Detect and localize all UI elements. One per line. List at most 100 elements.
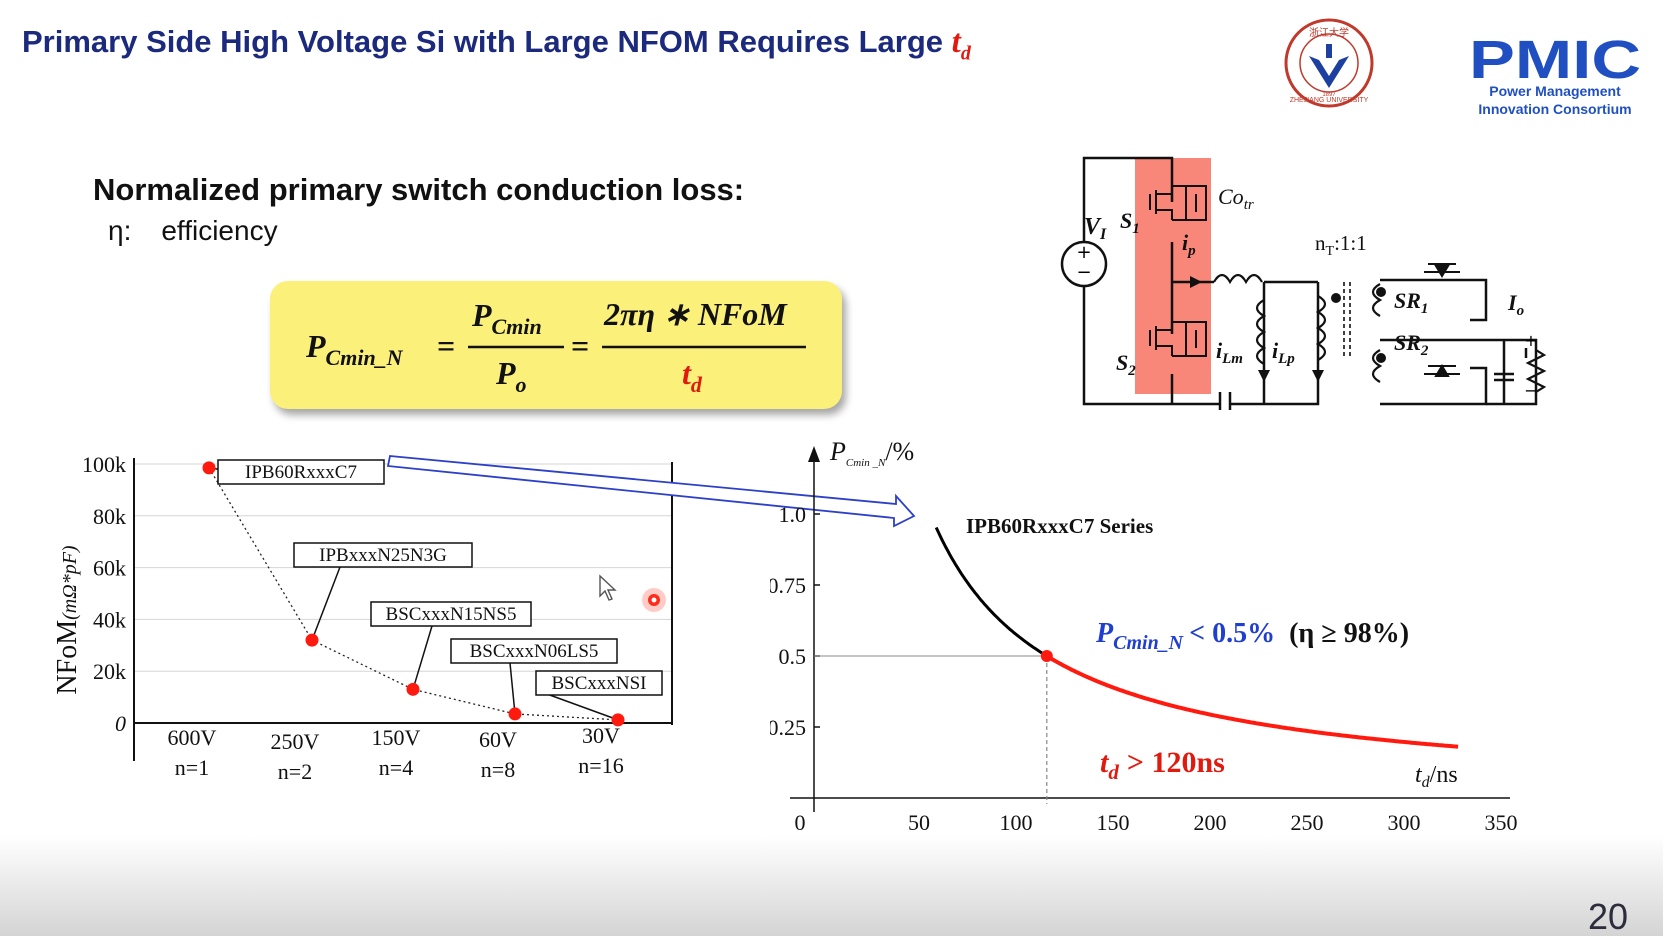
nfom-callout-label: IPB60RxxxC7 (245, 462, 357, 483)
nfom-callout-leader (311, 566, 341, 641)
pcmin-td-annotation: td > 120ns (1100, 746, 1225, 784)
pcmin-y-arrow-icon (808, 446, 820, 462)
formula-frac1-num: PCmin (471, 297, 542, 339)
label-turns-ratio: nT:1:1 (1315, 231, 1367, 259)
pcmin-x-tick-label: 50 (908, 810, 930, 835)
label-s1: S1 (1120, 208, 1140, 237)
pcmin-x-tick-label: 300 (1388, 810, 1421, 835)
page-number: 20 (1588, 896, 1629, 937)
nfom-callout-label: IPBxxxN25N3G (319, 545, 447, 566)
formula-eq1: = (437, 328, 455, 364)
nfom-x-tick-voltage: 600V (168, 725, 217, 750)
pcmin-y-tick-label: 0.75 (770, 573, 806, 598)
nfom-point (406, 682, 420, 696)
pcmin-x-ticks: 0 50 100 150 200 250 300 350 (795, 810, 1518, 835)
formula-box (270, 281, 842, 409)
eta-definition: η: efficiency (108, 215, 278, 247)
nfom-x-tick-voltage: 30V (582, 723, 620, 748)
zju-year: 1897 (1322, 92, 1336, 98)
nfom-x-tick-voltage: 250V (271, 729, 320, 754)
nfom-callout-leader (509, 662, 516, 715)
slide-title-td: td (951, 24, 971, 65)
nfom-points (202, 461, 625, 727)
pcmin-curve-high-td (1045, 654, 1459, 749)
conduction-loss-heading: Normalized primary switch conduction los… (93, 172, 745, 207)
nfom-y-tick-label: 20k (93, 659, 126, 684)
nfom-point (305, 633, 319, 647)
vs-plus: + (1076, 242, 1091, 263)
label-sr1: SR1 (1394, 288, 1428, 317)
nfom-x-tick-n: n=2 (278, 759, 312, 784)
pmic-logo: PMIC Power Management Innovation Consort… (1469, 30, 1641, 117)
bottom-gradient (0, 836, 1663, 936)
nfom-callout-box (293, 542, 473, 568)
pcmin-x-tick-label: 200 (1194, 810, 1227, 835)
nfom-x-tick-n: n=4 (379, 755, 413, 780)
nfom-callout-box (217, 459, 385, 485)
zju-name: ZHEJIANG UNIVERSITY (1290, 97, 1369, 104)
nfom-y-tick-label: 40k (93, 607, 126, 632)
pcmin-x-tick-label: 100 (1000, 810, 1033, 835)
nfom-callout-leader (412, 625, 433, 690)
label-ilp: iLp (1272, 338, 1295, 367)
pcmin-chart: 0.25 0.5 0.75 1.0 0 50 100 150 200 250 300 350 PCm… (770, 440, 1518, 835)
pcmin-x-tick-label: 250 (1291, 810, 1324, 835)
pcmin-series-label: IPB60RxxxC7 Series (966, 514, 1153, 538)
nfom-callout-label: BSCxxxN15NS5 (386, 604, 517, 625)
pcmin-y-tick-label: 0.5 (779, 644, 807, 669)
label-sr2: SR2 (1394, 330, 1429, 359)
nfom-callout-box (370, 601, 532, 627)
nfom-point (611, 713, 625, 727)
eta-text: efficiency (161, 215, 278, 246)
mosfet-s2-icon (1149, 321, 1207, 357)
label-cotr: Cotr (1218, 184, 1254, 213)
nfom-axes (133, 458, 673, 761)
out-plus: + (1524, 331, 1537, 350)
pcmin-x-tick-label: 0 (795, 810, 806, 835)
nfom-callouts: IPB60RxxxC7 IPBxxxN25N3G BSCxxxN15NS5 BSCxx… (208, 459, 663, 721)
pmic-brand: PMIC (1469, 30, 1641, 90)
label-vi: VI (1084, 214, 1107, 243)
nfom-x-tick-n: n=1 (175, 755, 209, 780)
pcmin-x-tick-label: 350 (1485, 810, 1518, 835)
mouse-cursor-icon (599, 574, 617, 601)
formula: PCmin_N = PCmin Po = 2πη ∗ NFoM td (305, 296, 806, 397)
pcmin-y-tick-label: 1.0 (779, 502, 807, 527)
eta-symbol: η: (108, 215, 132, 246)
formula-lhs: PCmin_N (305, 328, 404, 370)
link-arrow-icon (386, 455, 916, 528)
zju-chinese-name: 浙江大学 (1309, 26, 1349, 39)
nfom-callout-box (535, 670, 663, 696)
pmic-line1: Power Management (1489, 83, 1621, 99)
mosfet-s1-icon (1149, 185, 1207, 221)
formula-eq2: = (571, 328, 589, 364)
pcmin-y-tick-label: 0.25 (770, 715, 806, 740)
pcmin-axes (790, 446, 1510, 812)
zju-emblem-icon (1309, 56, 1349, 88)
slide-title: Primary Side High Voltage Si with Large … (22, 24, 971, 66)
nfom-x-tick-voltage: 60V (479, 727, 517, 752)
vs-minus: − (1076, 262, 1091, 283)
nfom-callout-label: BSCxxxN06LS5 (470, 641, 599, 662)
pmic-line2: Innovation Consortium (1478, 101, 1631, 117)
nfom-y-label: NFoM(mΩ*pF) (52, 545, 83, 694)
zju-logo: 浙江大学 ZHEJIANG UNIVERSITY 1897 (1284, 18, 1374, 108)
pcmin-curve-low-td (934, 526, 1048, 658)
nfom-y-tick-label: 0 (115, 711, 126, 736)
nfom-x-tick-n: n=8 (481, 757, 515, 782)
pcmin-condition-annotation: PCmin_N < 0.5% (η ≥ 98%) (1095, 618, 1409, 654)
pcmin-y-label: PCmin _N/% (829, 440, 914, 469)
link-arrow (386, 455, 916, 528)
label-io: Io (1507, 290, 1524, 319)
nfom-y-ticks: 0 20k 40k 60k 80k 100k (82, 452, 126, 736)
pcmin-y-ticks: 0.25 0.5 0.75 1.0 (770, 502, 820, 740)
nfom-point (202, 461, 216, 475)
label-ilm: iLm (1216, 338, 1243, 367)
nfom-callout-label: BSCxxxNSI (551, 673, 646, 694)
formula-frac1-den: Po (495, 355, 527, 397)
laser-pointer-icon (642, 588, 666, 612)
formula-frac2-den: td (682, 355, 703, 397)
nfom-y-tick-label: 100k (82, 452, 126, 477)
out-minus: − (1524, 381, 1537, 400)
